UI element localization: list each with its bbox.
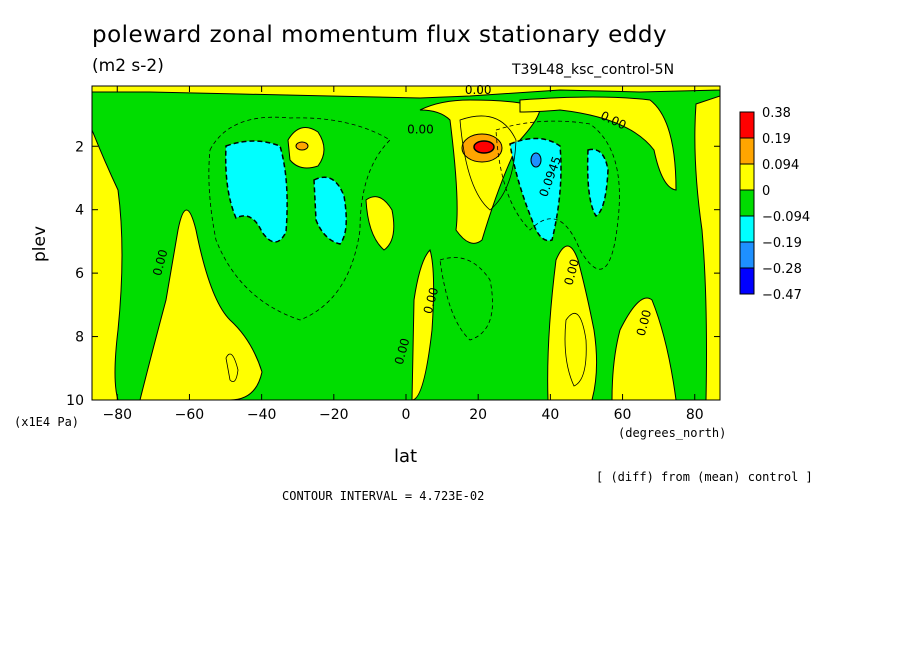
red-max: [473, 140, 495, 154]
contour-line: [225, 353, 239, 383]
x-tick-label: 20: [469, 407, 487, 423]
region-lower-column: [411, 249, 435, 400]
y-ticks: 2 4 6 8 10: [66, 139, 720, 409]
negative-regions: [224, 137, 609, 245]
chart-title: poleward zonal momentum flux stationary …: [92, 22, 668, 48]
colorbar-swatch: [739, 215, 755, 243]
contour-interval: CONTOUR INTERVAL = 4.723E-02: [282, 489, 485, 503]
contour-label: 0.00: [407, 123, 434, 137]
chart-units: (m2 s-2): [92, 56, 164, 76]
colorbar-swatch: [739, 137, 755, 165]
x-axis-unit: (degrees_north): [618, 426, 727, 440]
y-tick-label: 6: [75, 266, 84, 282]
y-tick-label: 4: [75, 203, 84, 219]
colorbar-swatch: [739, 111, 755, 139]
y-tick-label: 10: [66, 393, 84, 409]
y-tick-label: 2: [75, 139, 84, 155]
run-label: T39L48_ksc_control-5N: [512, 62, 675, 78]
positive-regions: [92, 86, 720, 400]
blue-min: [530, 152, 542, 168]
region-neg-north: [509, 137, 562, 242]
colorbar: 0.38 0.19 0.094 0 −0.094 −0.19 −0.28 −0.47: [739, 106, 810, 303]
region-south-small: [365, 196, 395, 251]
colorbar-label: 0: [762, 184, 770, 199]
x-tick-label: −60: [175, 407, 205, 423]
contour-label: 0.00: [562, 257, 582, 286]
x-tick-label: 60: [614, 407, 632, 423]
colorbar-label: 0.19: [762, 132, 791, 147]
x-tick-label: −80: [102, 407, 132, 423]
x-ticks: −80 −60 −40 −20 0 20 40 60 80: [102, 86, 704, 423]
contour-label: 0.00: [421, 286, 441, 315]
region-north-upper: [519, 96, 677, 191]
colorbar-label: −0.47: [762, 288, 802, 303]
colorbar-label: 0.38: [762, 106, 791, 121]
region-equatorial-column: [419, 99, 541, 244]
region-north-midlat: [547, 245, 598, 400]
x-tick-label: −40: [247, 407, 277, 423]
x-tick-label: 0: [402, 407, 411, 423]
diff-note: [ (diff) from (mean) control ]: [596, 470, 813, 484]
contour-line: [495, 120, 620, 270]
contour-label: 0.00: [392, 337, 412, 366]
contour-lines: [208, 115, 620, 387]
colorbar-swatch: [739, 241, 755, 269]
contour-line: [564, 313, 587, 387]
contour-label: 0.00: [465, 83, 492, 97]
x-tick-label: −20: [319, 407, 349, 423]
x-tick-label: 80: [686, 407, 704, 423]
contour-label: 0.00: [150, 248, 170, 277]
left-orange-dot: [295, 141, 309, 151]
colorbar-label: 0.094: [762, 158, 799, 173]
y-tick-label: 8: [75, 330, 84, 346]
x-tick-label: 40: [541, 407, 559, 423]
colorbar-label: −0.19: [762, 236, 802, 251]
colorbar-swatch: [739, 163, 755, 191]
y-axis-unit: (x1E4 Pa): [14, 415, 80, 429]
region-neg-north-inner: [586, 148, 609, 218]
region-west-edge: [92, 129, 123, 400]
colorbar-swatch: [739, 189, 755, 217]
colorbar-label: −0.094: [762, 210, 810, 225]
region-neg-south: [224, 140, 288, 243]
region-north-subpolar: [611, 297, 677, 400]
contour-line: [439, 257, 493, 341]
region-neg-south-inner: [313, 176, 347, 245]
contour-line: [208, 116, 391, 321]
contour-field: [92, 86, 720, 400]
x-axis-label: lat: [394, 446, 418, 467]
colorbar-swatch: [739, 267, 755, 295]
contour-label: 0.00: [634, 308, 654, 337]
region-south-midlat: [139, 209, 263, 400]
region-east-edge: [694, 95, 720, 400]
colorbar-label: −0.28: [762, 262, 802, 277]
contour-line: [459, 115, 517, 211]
